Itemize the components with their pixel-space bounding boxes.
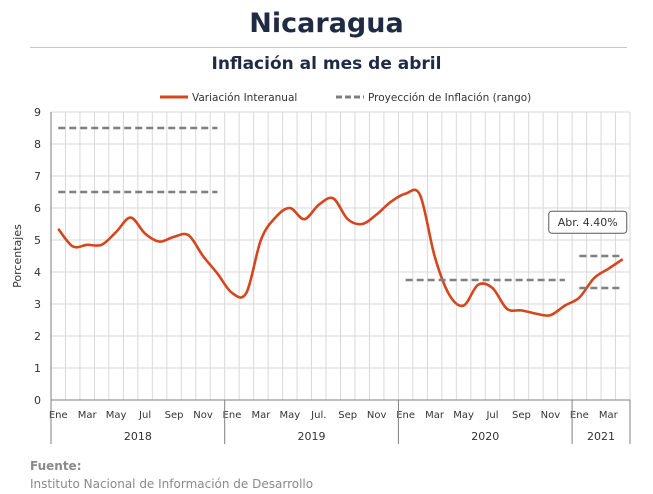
y-tick-label: 1 xyxy=(34,362,41,375)
year-label: 2019 xyxy=(298,430,326,443)
chart-axes: 0 1 2 3 4 5 6 7 8 9 Porcentajes Ene Mar May Jul Sep Nov E… xyxy=(11,106,631,444)
x-tick-label: Sep xyxy=(165,410,184,421)
series-line-variacion-interanual xyxy=(57,188,624,317)
x-tick-label: Nov xyxy=(193,410,213,421)
y-tick-label: 6 xyxy=(34,202,41,215)
year-label: 2021 xyxy=(587,430,615,443)
year-label: 2018 xyxy=(124,430,152,443)
source-text: Instituto Nacional de Información de Des… xyxy=(30,477,314,491)
y-tick-label: 7 xyxy=(34,170,41,183)
chart-legend: Variación Interanual Proyección de Inflac… xyxy=(160,92,531,104)
chart-annotations: Abr. 4.40% xyxy=(548,210,628,234)
x-tick-label: Mar xyxy=(251,410,271,421)
x-tick-label: Jul. xyxy=(310,410,326,421)
x-tick-label: Sep xyxy=(338,410,357,421)
x-tick-label: Ene xyxy=(396,410,415,421)
x-tick-label: Mar xyxy=(599,410,619,421)
annotation-box xyxy=(548,210,628,234)
chart-title: Nicaragua xyxy=(249,8,404,39)
y-tick-label: 3 xyxy=(34,298,41,311)
year-label: 2020 xyxy=(471,430,499,443)
x-tick-label: Jul xyxy=(138,410,151,421)
chart-subtitle: Inflación al mes de abril xyxy=(211,54,442,74)
y-tick-label: 5 xyxy=(34,234,41,247)
y-tick-label: 2 xyxy=(34,330,41,343)
x-tick-label: Nov xyxy=(541,410,561,421)
chart-grid xyxy=(50,111,631,401)
x-tick-label: Sep xyxy=(512,410,531,421)
x-tick-label: Mar xyxy=(425,410,445,421)
x-tick-label: Ene xyxy=(49,410,68,421)
source-label: Fuente: xyxy=(30,459,82,473)
annotation-label: Abr. 4.40% xyxy=(558,216,618,229)
title-divider xyxy=(30,47,627,48)
x-tick-label: Ene xyxy=(570,410,589,421)
x-tick-label: Ene xyxy=(223,410,242,421)
x-tick-label: Mar xyxy=(78,410,98,421)
x-tick-label: Jul xyxy=(485,410,498,421)
x-tick-label: Nov xyxy=(367,410,387,421)
y-tick-label: 4 xyxy=(34,266,41,279)
y-tick-label: 8 xyxy=(34,138,41,151)
legend-label-variacion: Variación Interanual xyxy=(192,92,297,104)
y-tick-label: 9 xyxy=(34,106,41,119)
y-axis-title: Porcentajes xyxy=(11,224,24,288)
x-tick-label: May xyxy=(453,410,474,421)
x-tick-label: May xyxy=(106,410,127,421)
legend-label-proyeccion: Proyección de Inflación (rango) xyxy=(368,92,531,104)
chart-series xyxy=(57,126,624,317)
y-tick-label: 0 xyxy=(34,394,41,407)
x-tick-label: May xyxy=(279,410,300,421)
